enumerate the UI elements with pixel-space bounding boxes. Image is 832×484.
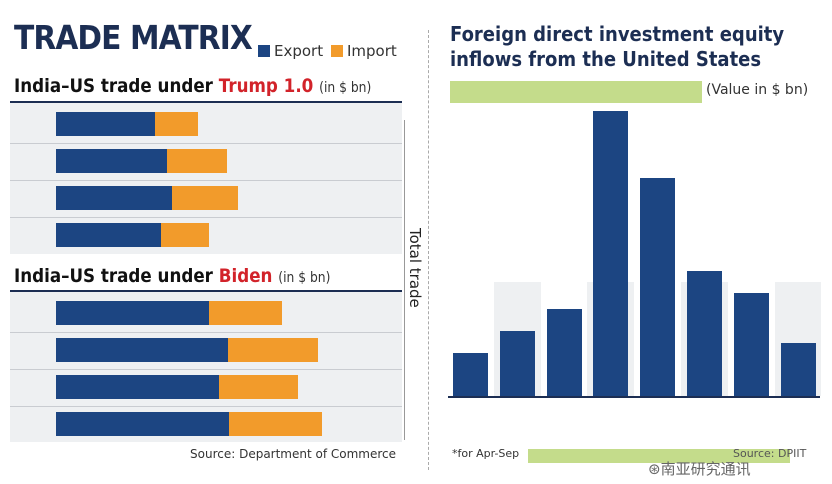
watermark-logo: ⊛南亚研究通讯 — [648, 460, 751, 478]
fdi-bar — [499, 331, 535, 396]
infographic-title: TRADE MATRIX — [14, 18, 253, 57]
import-bar — [154, 112, 198, 136]
trump-title-highlight: Trump 1.0 — [218, 75, 314, 97]
export-bar — [56, 375, 219, 399]
legend-import-label: Import — [347, 42, 397, 60]
fdi-bar — [733, 293, 769, 396]
panel-divider — [428, 30, 429, 470]
export-bar — [56, 412, 230, 436]
export-bar — [56, 223, 162, 247]
highlight-band-top — [450, 81, 702, 103]
export-bar — [56, 149, 167, 173]
export-bar — [56, 301, 210, 325]
legend-export-label: Export — [274, 42, 324, 60]
import-bar — [161, 223, 209, 247]
fdi-title: Foreign direct investment equity inflows… — [450, 22, 784, 72]
export-bar — [56, 338, 229, 362]
section-top-rule — [10, 290, 402, 292]
fdi-unit-label: (Value in $ bn) — [706, 82, 809, 98]
total-bracket — [404, 120, 411, 440]
fdi-footnote: *for Apr-Sep — [452, 447, 520, 460]
trump-title-prefix: India–US trade under — [14, 75, 219, 97]
trade-source: Source: Department of Commerce — [190, 447, 397, 461]
import-bar — [229, 412, 322, 436]
fdi-source: Source: DPIIT — [733, 447, 807, 460]
biden-title-unit: (in $ bn) — [278, 270, 331, 286]
biden-title-prefix: India–US trade under — [14, 265, 219, 287]
fdi-bar — [546, 308, 582, 396]
row-separator — [10, 369, 402, 370]
fdi-title-line1: Foreign direct investment equity — [450, 22, 785, 46]
fdi-bar — [452, 352, 488, 396]
fdi-bar — [640, 178, 676, 396]
trump-title-unit: (in $ bn) — [319, 80, 372, 96]
row-separator — [10, 332, 402, 333]
import-bar — [171, 186, 239, 210]
legend-export: Export — [258, 42, 323, 60]
import-swatch — [331, 45, 343, 57]
export-bar — [56, 112, 155, 136]
highlight-band-bottom — [528, 449, 790, 463]
row-separator — [10, 143, 402, 144]
import-bar — [166, 149, 228, 173]
biden-section-title: India–US trade under Biden (in $ bn) — [14, 265, 330, 287]
section-top-rule — [10, 101, 402, 103]
import-bar — [228, 338, 318, 362]
export-bar — [56, 186, 172, 210]
biden-title-highlight: Biden — [218, 265, 273, 287]
fdi-bar — [780, 343, 816, 396]
fdi-title-line2: inflows from the United States — [450, 47, 762, 71]
trade-chart — [10, 101, 402, 442]
legend-import: Import — [331, 42, 397, 60]
trump-section-title: India–US trade under Trump 1.0 (in $ bn) — [14, 75, 371, 97]
fdi-bar — [593, 111, 629, 396]
export-swatch — [258, 45, 270, 57]
fdi-bar — [686, 271, 722, 396]
row-separator — [10, 180, 402, 181]
import-bar — [209, 301, 283, 325]
row-separator — [10, 406, 402, 407]
import-bar — [218, 375, 299, 399]
fdi-axis-baseline — [448, 396, 820, 398]
row-separator — [10, 217, 402, 218]
